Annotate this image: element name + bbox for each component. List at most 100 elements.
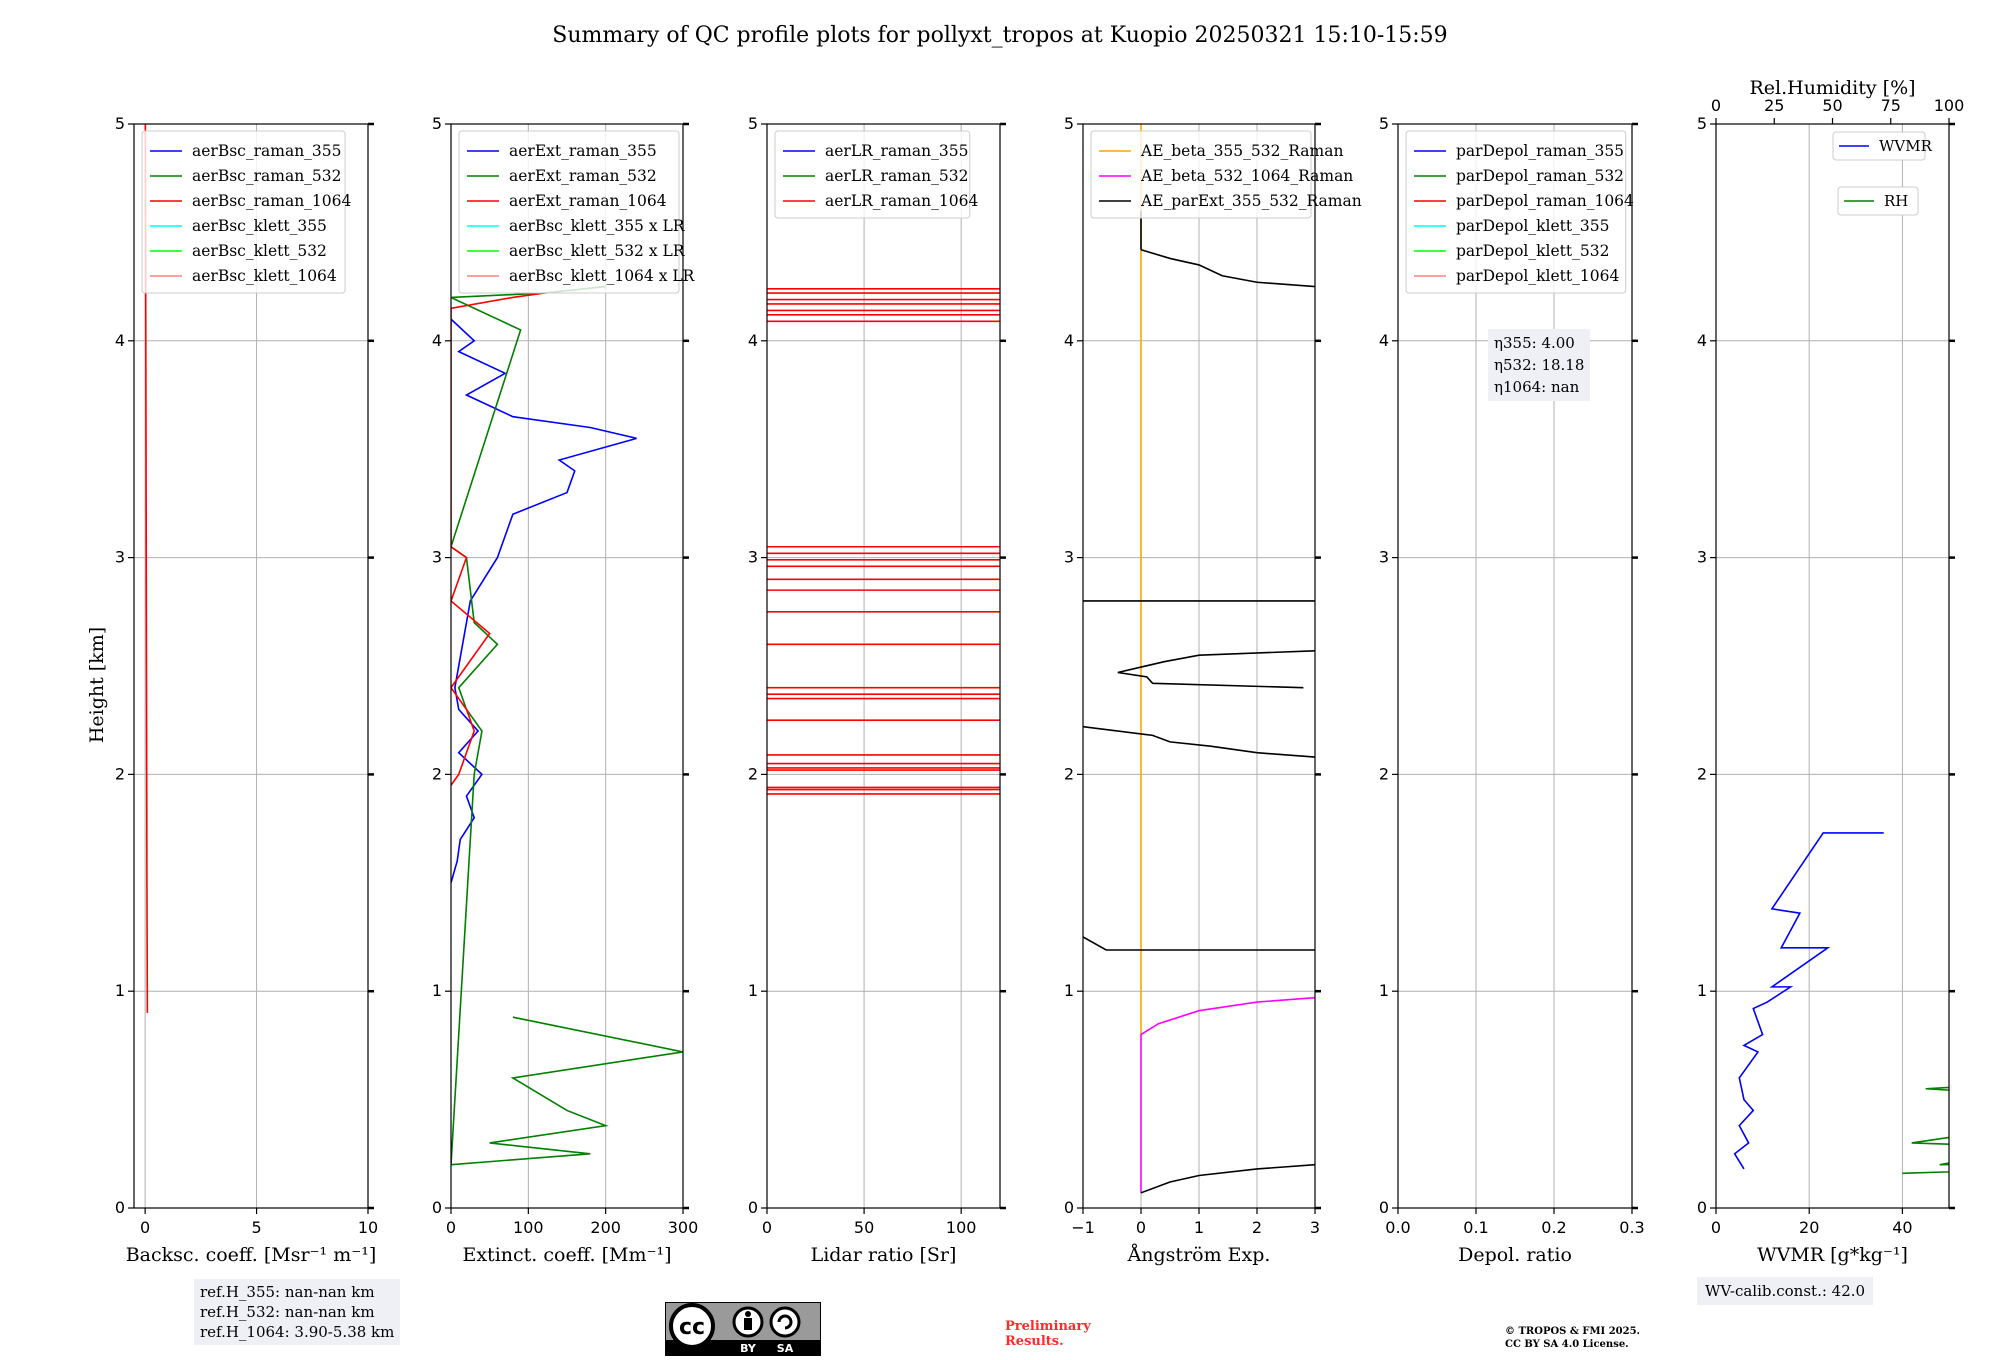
x-tick-label: 1 bbox=[1194, 1218, 1204, 1237]
legend-entry: aerBsc_klett_532 x LR bbox=[509, 242, 686, 260]
top-x-tick-label: 25 bbox=[1764, 96, 1784, 115]
top-x-tick-label: 75 bbox=[1881, 96, 1901, 115]
x-tick-label: 5 bbox=[251, 1218, 261, 1237]
x-tick-label: 3 bbox=[1310, 1218, 1320, 1237]
y-tick-label: 0 bbox=[115, 1198, 125, 1217]
legend-entry: aerExt_raman_532 bbox=[509, 167, 657, 185]
legend: aerLR_raman_355 aerLR_raman_532 aerLR_rama… bbox=[774, 130, 978, 219]
x-tick-label: 0 bbox=[762, 1218, 772, 1237]
y-tick-label: 2 bbox=[1379, 764, 1389, 783]
y-tick-label: 5 bbox=[432, 114, 442, 133]
x-tick-label: 0.0 bbox=[1385, 1218, 1410, 1237]
x-tick-label: −1 bbox=[1071, 1218, 1095, 1237]
y-tick-label: 1 bbox=[432, 981, 442, 1000]
copyright-line-1: © TROPOS & FMI 2025. bbox=[1505, 1326, 1641, 1337]
y-tick-label: 4 bbox=[1064, 331, 1074, 350]
refH-1064: ref.H_1064: 3.90-5.38 km bbox=[200, 1323, 395, 1341]
x-tick-label: 0 bbox=[1711, 1218, 1721, 1237]
x-tick-label: 0.1 bbox=[1463, 1218, 1488, 1237]
plot-area bbox=[1733, 832, 1949, 1175]
legend-entry: aerBsc_raman_1064 bbox=[192, 192, 352, 210]
y-tick-label: 1 bbox=[1697, 981, 1707, 1000]
by-label: BY bbox=[740, 1342, 757, 1355]
x-tick-label: 10 bbox=[358, 1218, 378, 1237]
x-axis-label: Lidar ratio [Sr] bbox=[811, 1244, 957, 1266]
plot-area bbox=[451, 285, 683, 1166]
legend-entry: aerLR_raman_532 bbox=[825, 167, 968, 185]
y-tick-label: 0 bbox=[1379, 1198, 1389, 1217]
y-axis-label: Height [km] bbox=[86, 627, 108, 743]
legend-entry: parDepol_raman_355 bbox=[1456, 142, 1624, 160]
y-tick-label: 1 bbox=[1064, 981, 1074, 1000]
y-tick-label: 2 bbox=[115, 764, 125, 783]
legend-entry: aerBsc_klett_1064 x LR bbox=[509, 267, 696, 285]
cc-license-badge: cc BY SA bbox=[665, 1302, 821, 1356]
x-axis-label: Ångström Exp. bbox=[1127, 1244, 1271, 1266]
top-x-axis-label: Rel.Humidity [%] bbox=[1749, 77, 1915, 99]
legend-box bbox=[1405, 130, 1627, 294]
y-tick-label: 4 bbox=[748, 331, 758, 350]
y-tick-label: 5 bbox=[1697, 114, 1707, 133]
copyright-line-2: CC BY SA 4.0 License. bbox=[1505, 1339, 1629, 1350]
x-tick-label: 20 bbox=[1799, 1218, 1819, 1237]
y-tick-label: 2 bbox=[748, 764, 758, 783]
refH-355: ref.H_355: nan-nan km bbox=[200, 1283, 375, 1301]
y-tick-label: 4 bbox=[1697, 331, 1707, 350]
preliminary-line-2: Results. bbox=[1005, 1334, 1064, 1349]
x-axis-label: Depol. ratio bbox=[1458, 1244, 1572, 1266]
preliminary-results-note: Preliminary Results. bbox=[1005, 1319, 1091, 1349]
y-tick-label: 3 bbox=[432, 548, 442, 567]
plot-area bbox=[1083, 124, 1315, 1194]
y-tick-label: 0 bbox=[1064, 1198, 1074, 1217]
legend-entry: AE_beta_532_1064_Raman bbox=[1140, 167, 1353, 185]
x-axis-label: Extinct. coeff. [Mm⁻¹] bbox=[462, 1244, 671, 1266]
legend-entry: aerLR_raman_1064 bbox=[825, 192, 978, 210]
panel-5: 0 1 2 3 4 5 0.0 0.1 0.2 0.3 Depol. ratio parDepol_r… bbox=[1379, 114, 1645, 1266]
legend-entry: aerBsc_raman_532 bbox=[192, 167, 342, 185]
x-tick-label: 200 bbox=[590, 1218, 621, 1237]
legend-entry: parDepol_raman_1064 bbox=[1456, 192, 1634, 210]
y-tick-label: 2 bbox=[1697, 764, 1707, 783]
top-x-tick-label: 0 bbox=[1711, 96, 1721, 115]
x-tick-label: 2 bbox=[1252, 1218, 1262, 1237]
sa-label: SA bbox=[777, 1342, 794, 1355]
axes-frame bbox=[1397, 123, 1633, 1209]
y-tick-label: 1 bbox=[115, 981, 125, 1000]
top-x-tick-label: 50 bbox=[1822, 96, 1842, 115]
y-tick-label: 3 bbox=[748, 548, 758, 567]
legend-box bbox=[1090, 130, 1312, 219]
y-tick-label: 0 bbox=[432, 1198, 442, 1217]
x-tick-label: 100 bbox=[513, 1218, 544, 1237]
series-aerext-raman-532 bbox=[451, 285, 683, 1166]
y-tick-label: 1 bbox=[1379, 981, 1389, 1000]
legend-entry: parDepol_raman_532 bbox=[1456, 167, 1624, 185]
x-axis-label: WVMR [g*kg⁻¹] bbox=[1757, 1244, 1908, 1266]
y-tick-label: 3 bbox=[1379, 548, 1389, 567]
y-tick-label: 0 bbox=[748, 1198, 758, 1217]
legend-entry: aerBsc_klett_532 bbox=[192, 242, 327, 260]
series-ae-parext-355-532-raman bbox=[1140, 248, 1315, 288]
axes-frame bbox=[1715, 123, 1950, 1209]
series-aerext-raman-1064 bbox=[451, 292, 544, 786]
eta-532: η532: 18.18 bbox=[1494, 356, 1585, 374]
series-aerext-raman-355 bbox=[451, 318, 637, 884]
legend-entry: parDepol_klett_532 bbox=[1456, 242, 1609, 260]
legend: aerBsc_raman_355 aerBsc_raman_532 aerBsc_r… bbox=[141, 130, 352, 294]
x-tick-label: 0 bbox=[1136, 1218, 1146, 1237]
legend-entry: aerExt_raman_355 bbox=[509, 142, 657, 160]
plot-area bbox=[767, 287, 1000, 795]
x-tick-label: 0 bbox=[140, 1218, 150, 1237]
y-tick-label: 2 bbox=[432, 764, 442, 783]
y-tick-label: 1 bbox=[748, 981, 758, 1000]
eta-1064: η1064: nan bbox=[1494, 378, 1580, 396]
legend-box bbox=[458, 130, 680, 294]
x-tick-label: 300 bbox=[668, 1218, 699, 1237]
x-tick-label: 0 bbox=[446, 1218, 456, 1237]
y-tick-label: 3 bbox=[1697, 548, 1707, 567]
legend: parDepol_raman_355 parDepol_raman_532 parD… bbox=[1405, 130, 1634, 294]
y-tick-label: 4 bbox=[115, 331, 125, 350]
